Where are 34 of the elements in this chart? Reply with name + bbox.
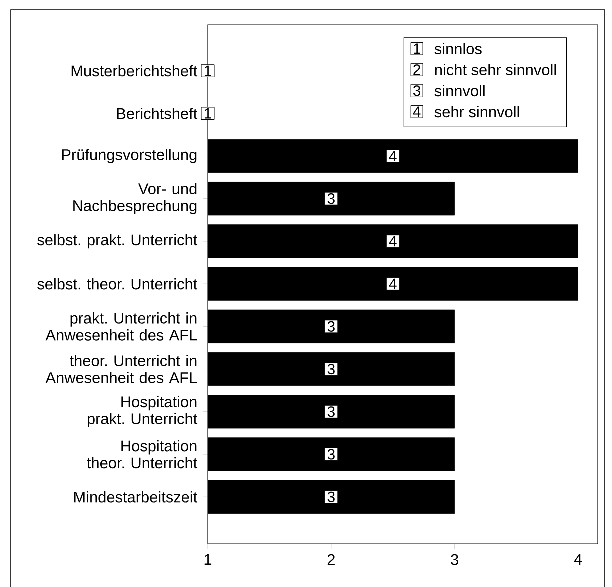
x-tick-label: 3 <box>451 554 458 566</box>
data-label: 3 <box>328 406 335 418</box>
y-tick-label: Mindestarbeitszeit <box>74 491 198 503</box>
data-label: 3 <box>328 492 335 502</box>
annotation: sehr sinnvoll <box>434 106 520 118</box>
annotation: 3 <box>413 86 421 96</box>
y-tick-label: Hospitation prakt. Unterricht <box>88 396 198 428</box>
annotation: 2 <box>414 64 420 76</box>
data-label: 3 <box>328 364 335 375</box>
y-tick-label: Hospitation theor. Unterricht <box>87 440 198 469</box>
data-label: 4 <box>389 151 397 162</box>
x-tick-label: 1 <box>204 554 212 565</box>
annotation: 4 <box>413 106 421 118</box>
data-label: 1 <box>204 108 212 119</box>
y-tick-label: Prüfungsvorstellung <box>62 149 197 164</box>
x-tick-label: 4 <box>574 554 582 565</box>
y-tick-label: theor. Unterricht in Anwesenheit des AFL <box>46 355 198 384</box>
annotation: sinnvoll <box>434 85 485 97</box>
y-tick-label: Vor- und Nachbesprechung <box>74 183 197 215</box>
x-tick-label: 2 <box>328 554 335 566</box>
data-label: 4 <box>389 236 397 247</box>
data-label: 1 <box>204 66 212 76</box>
annotation: 1 <box>414 44 420 54</box>
data-label: 3 <box>328 194 335 204</box>
y-tick-label: selbst. prakt. Unterricht <box>38 234 198 249</box>
data-label: 4 <box>389 278 397 290</box>
y-tick-label: Berichtsheft <box>117 108 198 120</box>
y-tick-label: prakt. Unterricht in Anwesenheit des AFL <box>46 312 198 341</box>
annotation: sinnlos <box>434 43 482 55</box>
data-label: 3 <box>328 449 335 460</box>
data-label: 3 <box>328 321 335 332</box>
annotation: nicht sehr sinnvoll <box>435 64 556 76</box>
y-tick-label: selbst. theor. Unterricht <box>38 278 198 290</box>
y-tick-label: Musterberichtsheft <box>72 65 198 77</box>
